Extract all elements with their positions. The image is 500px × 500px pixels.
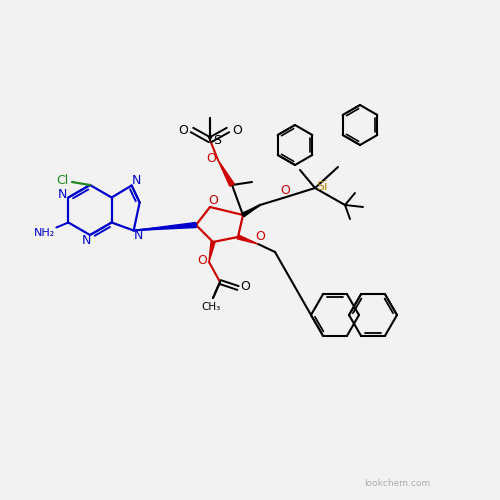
Text: S: S <box>213 134 221 146</box>
Polygon shape <box>218 160 234 186</box>
Text: O: O <box>232 124 242 136</box>
Text: N: N <box>132 174 141 187</box>
Text: Si: Si <box>316 180 328 192</box>
Text: O: O <box>255 230 265 242</box>
Text: O: O <box>178 124 188 136</box>
Polygon shape <box>238 235 258 244</box>
Text: O: O <box>206 152 216 164</box>
Text: O: O <box>197 254 207 268</box>
Text: N: N <box>58 188 67 201</box>
Text: N: N <box>82 234 90 248</box>
Text: O: O <box>240 280 250 293</box>
Text: NH₂: NH₂ <box>34 228 55 237</box>
Text: O: O <box>280 184 290 196</box>
Text: lookchem.com: lookchem.com <box>364 479 430 488</box>
Text: Cl: Cl <box>56 174 68 186</box>
Text: N: N <box>134 229 143 242</box>
Polygon shape <box>209 242 215 262</box>
Text: O: O <box>208 194 218 206</box>
Polygon shape <box>242 205 260 216</box>
Polygon shape <box>134 222 196 230</box>
Text: CH₃: CH₃ <box>202 302 220 312</box>
